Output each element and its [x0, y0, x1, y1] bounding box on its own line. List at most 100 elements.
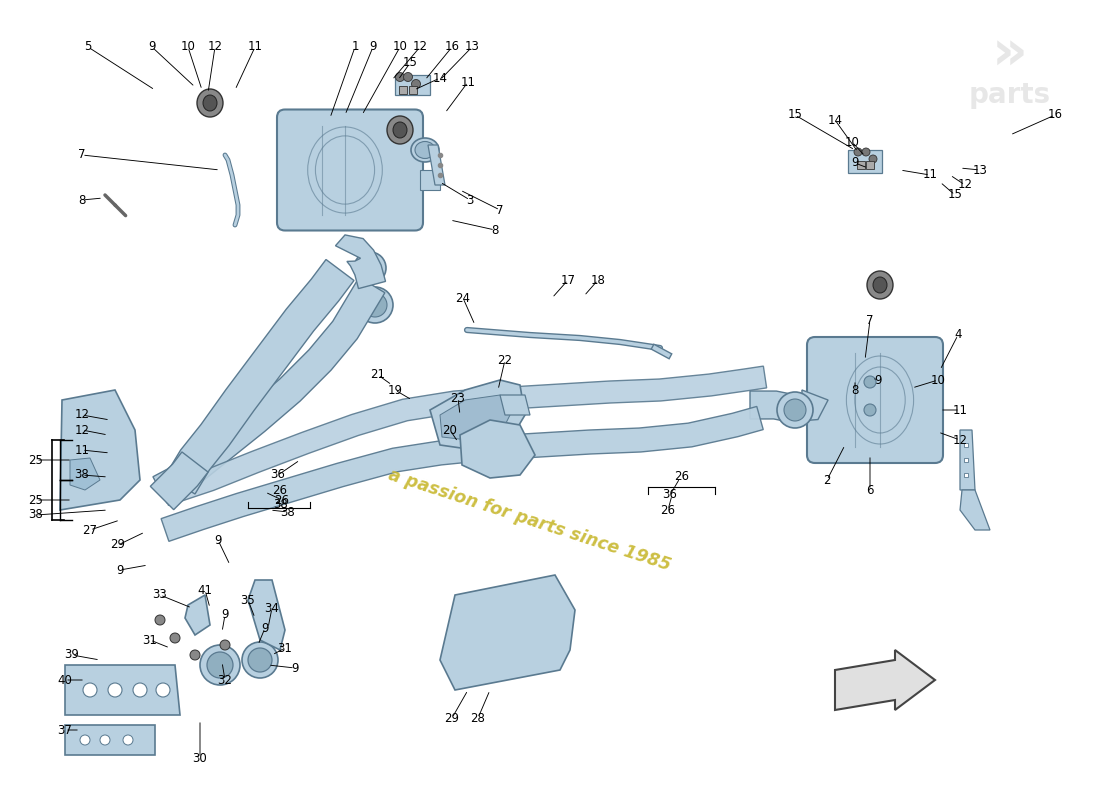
Polygon shape [165, 259, 354, 494]
Text: 9: 9 [851, 157, 859, 170]
Text: 9: 9 [117, 563, 123, 577]
Circle shape [200, 645, 240, 685]
Text: 15: 15 [947, 189, 962, 202]
Polygon shape [153, 278, 385, 503]
Text: 39: 39 [65, 649, 79, 662]
Text: 16: 16 [444, 41, 460, 54]
Text: 31: 31 [143, 634, 157, 646]
Polygon shape [60, 390, 140, 510]
Text: 4: 4 [955, 329, 961, 342]
Polygon shape [65, 725, 155, 755]
FancyBboxPatch shape [807, 337, 943, 463]
Text: 38: 38 [29, 509, 43, 522]
Polygon shape [420, 170, 440, 190]
Circle shape [854, 148, 862, 156]
Text: 5: 5 [85, 41, 91, 54]
Text: 27: 27 [82, 523, 98, 537]
Text: 18: 18 [591, 274, 605, 286]
Text: 26: 26 [660, 503, 675, 517]
Text: 11: 11 [461, 75, 475, 89]
Text: 9: 9 [262, 622, 268, 634]
Text: 7: 7 [496, 203, 504, 217]
Circle shape [862, 148, 870, 156]
Text: 28: 28 [471, 711, 485, 725]
Text: 38: 38 [274, 498, 288, 511]
Text: 36: 36 [662, 489, 678, 502]
Polygon shape [848, 150, 882, 173]
Text: 3: 3 [466, 194, 474, 206]
Text: 12: 12 [75, 409, 89, 422]
Circle shape [100, 735, 110, 745]
Text: 12: 12 [75, 423, 89, 437]
Circle shape [108, 683, 122, 697]
Circle shape [133, 683, 147, 697]
Circle shape [220, 640, 230, 650]
Text: 32: 32 [218, 674, 232, 686]
Polygon shape [460, 420, 535, 478]
Text: 23: 23 [451, 391, 465, 405]
Polygon shape [960, 430, 975, 490]
Text: 12: 12 [208, 41, 222, 54]
Polygon shape [428, 145, 446, 185]
Text: 22: 22 [497, 354, 513, 366]
Ellipse shape [197, 89, 223, 117]
Polygon shape [162, 366, 767, 506]
Text: 41: 41 [198, 583, 212, 597]
Polygon shape [440, 575, 575, 690]
Ellipse shape [204, 95, 217, 111]
Polygon shape [395, 75, 430, 95]
Text: 11: 11 [953, 403, 968, 417]
Text: 35: 35 [241, 594, 255, 606]
Circle shape [404, 73, 412, 82]
Circle shape [777, 392, 813, 428]
Polygon shape [161, 406, 763, 542]
Polygon shape [409, 86, 417, 94]
Text: 34: 34 [265, 602, 279, 614]
Ellipse shape [873, 277, 887, 293]
Text: »: » [992, 28, 1027, 82]
Ellipse shape [393, 122, 407, 138]
Text: 9: 9 [370, 41, 376, 54]
Text: 1: 1 [351, 41, 359, 54]
Polygon shape [65, 665, 180, 715]
Circle shape [360, 258, 379, 278]
Text: 15: 15 [403, 57, 417, 70]
Text: 12: 12 [957, 178, 972, 191]
Text: 9: 9 [148, 41, 156, 54]
Polygon shape [440, 395, 510, 440]
Polygon shape [151, 452, 208, 510]
Text: 14: 14 [432, 71, 448, 85]
Text: 2: 2 [823, 474, 830, 486]
Text: 11: 11 [75, 443, 89, 457]
Text: 21: 21 [371, 369, 385, 382]
Ellipse shape [387, 116, 412, 144]
Circle shape [156, 683, 170, 697]
Circle shape [123, 735, 133, 745]
Text: 25: 25 [29, 454, 43, 466]
Text: 38: 38 [280, 506, 296, 518]
Text: 15: 15 [788, 109, 802, 122]
Text: 20: 20 [442, 423, 458, 437]
Text: 26: 26 [275, 494, 289, 506]
Polygon shape [835, 650, 935, 710]
Text: 10: 10 [931, 374, 945, 386]
Text: 24: 24 [455, 291, 471, 305]
Text: 12: 12 [953, 434, 968, 446]
Text: 29: 29 [110, 538, 125, 551]
Circle shape [354, 252, 386, 284]
Text: 26: 26 [273, 483, 287, 497]
Circle shape [207, 652, 233, 678]
Polygon shape [185, 595, 210, 635]
Text: parts: parts [969, 81, 1052, 109]
Text: a passion for parts since 1985: a passion for parts since 1985 [386, 466, 673, 574]
Polygon shape [399, 86, 407, 94]
Polygon shape [336, 235, 385, 289]
Text: 7: 7 [78, 149, 86, 162]
Text: 8: 8 [492, 223, 498, 237]
Text: 12: 12 [412, 41, 428, 54]
Circle shape [411, 79, 420, 89]
Text: 29: 29 [444, 711, 460, 725]
Polygon shape [750, 390, 828, 422]
Text: 13: 13 [464, 41, 480, 54]
Text: 8: 8 [78, 194, 86, 206]
